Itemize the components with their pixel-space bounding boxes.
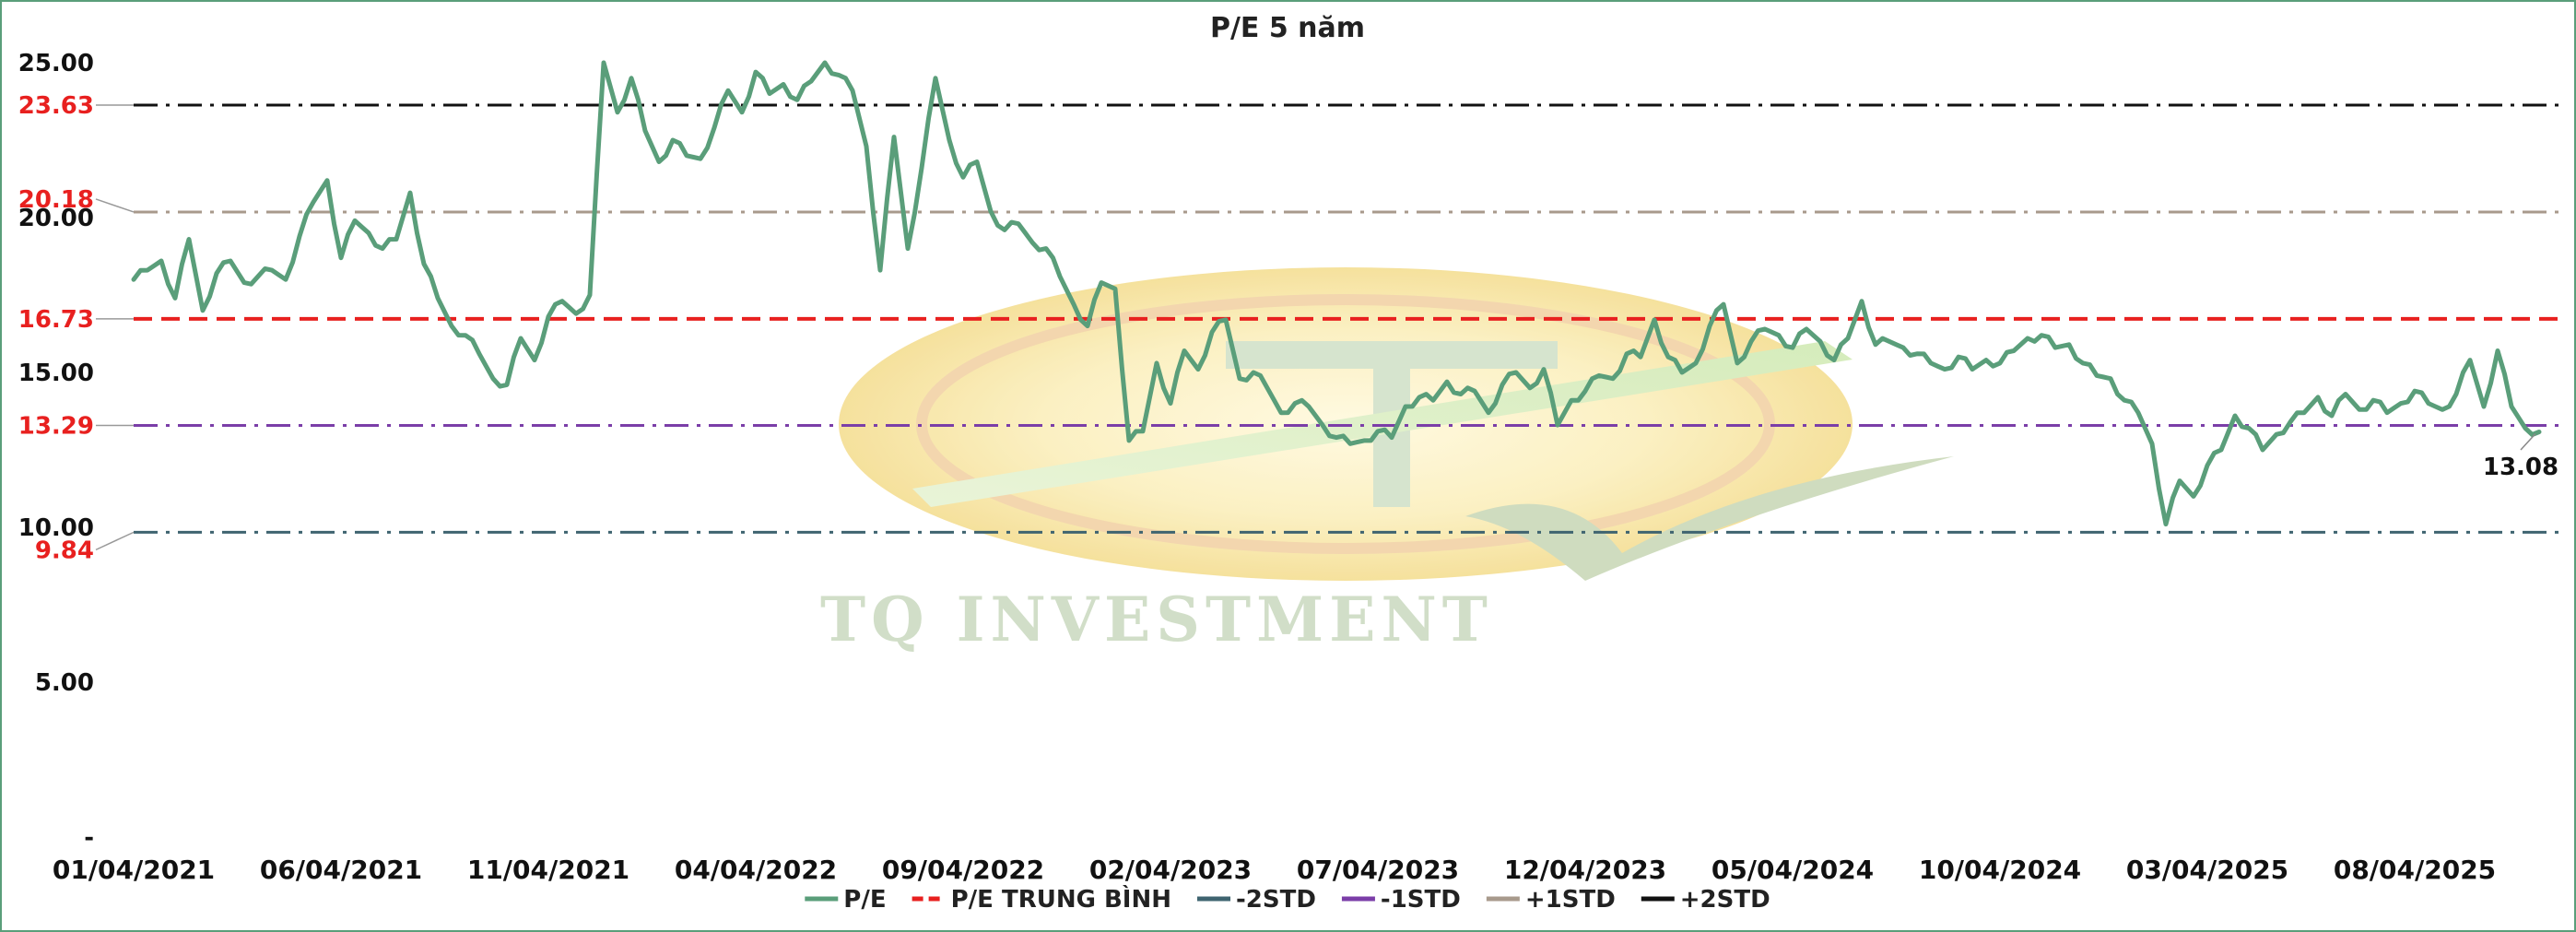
reference-leader-line: [95, 531, 135, 551]
x-tick-label: 06/04/2021: [260, 855, 422, 885]
legend-label: -2STD: [1236, 886, 1316, 914]
reference-value-label: 9.84: [35, 537, 94, 564]
reference-value-label: 13.29: [18, 412, 94, 440]
last-value-leader: [2520, 433, 2536, 451]
legend-label: -1STD: [1381, 886, 1461, 914]
y-tick-label: 10.00: [18, 514, 94, 542]
x-tick-label: 02/04/2023: [1089, 855, 1252, 885]
legend-label: +1STD: [1525, 886, 1616, 914]
x-tick-label: 09/04/2022: [882, 855, 1044, 885]
reference-lines: [134, 103, 2567, 534]
reference-labels: 16.73 9.84 13.29 20.18 23.63: [18, 92, 135, 564]
x-tick-label: 04/04/2022: [675, 855, 837, 885]
last-value-label: 13.08: [2483, 454, 2558, 481]
x-tick-label: 03/04/2025: [2126, 855, 2288, 885]
reference-value-label: 20.18: [18, 186, 94, 214]
x-tick-label: 08/04/2025: [2334, 855, 2496, 885]
x-tick-label: 01/04/2021: [53, 855, 215, 885]
y-tick-label: 20.00: [18, 205, 94, 232]
y-tick-label: -: [84, 824, 94, 852]
legend-label: +2STD: [1680, 886, 1770, 914]
x-axis: 01/04/2021 06/04/2021 11/04/2021 04/04/2022…: [53, 855, 2496, 885]
x-tick-label: 11/04/2021: [467, 855, 629, 885]
series-line-pe: [131, 60, 2542, 527]
series-group: [131, 60, 2542, 527]
reference-leader-line: [95, 198, 135, 213]
reference-value-label: 16.73: [18, 306, 94, 334]
x-tick-label: 05/04/2024: [1711, 855, 1874, 885]
y-tick-label: 25.00: [18, 50, 94, 77]
y-axis: - 5.00 10.00 15.00 20.00 25.00: [18, 50, 94, 852]
watermark-ring: [916, 294, 1775, 554]
legend-label: P/E TRUNG BÌNH: [951, 884, 1171, 914]
reference-value-label: 23.63: [18, 92, 94, 120]
last-value-annotation: 13.08: [2483, 433, 2558, 481]
x-tick-label: 10/04/2024: [1919, 855, 2081, 885]
legend-label: P/E: [843, 886, 886, 914]
legend: P/E P/E TRUNG BÌNH -2STD -1STD +1STD +2STD: [805, 884, 1770, 914]
chart-title: P/E 5 năm: [1210, 12, 1365, 44]
watermark-logo: TQ INVESTMENT: [820, 267, 1954, 655]
x-tick-label: 12/04/2023: [1504, 855, 1666, 885]
y-tick-label: 5.00: [35, 669, 94, 697]
watermark-text: TQ INVESTMENT: [820, 584, 1493, 655]
watermark-check: [1465, 456, 1954, 581]
x-tick-label: 07/04/2023: [1297, 855, 1459, 885]
y-tick-label: 15.00: [18, 360, 94, 387]
